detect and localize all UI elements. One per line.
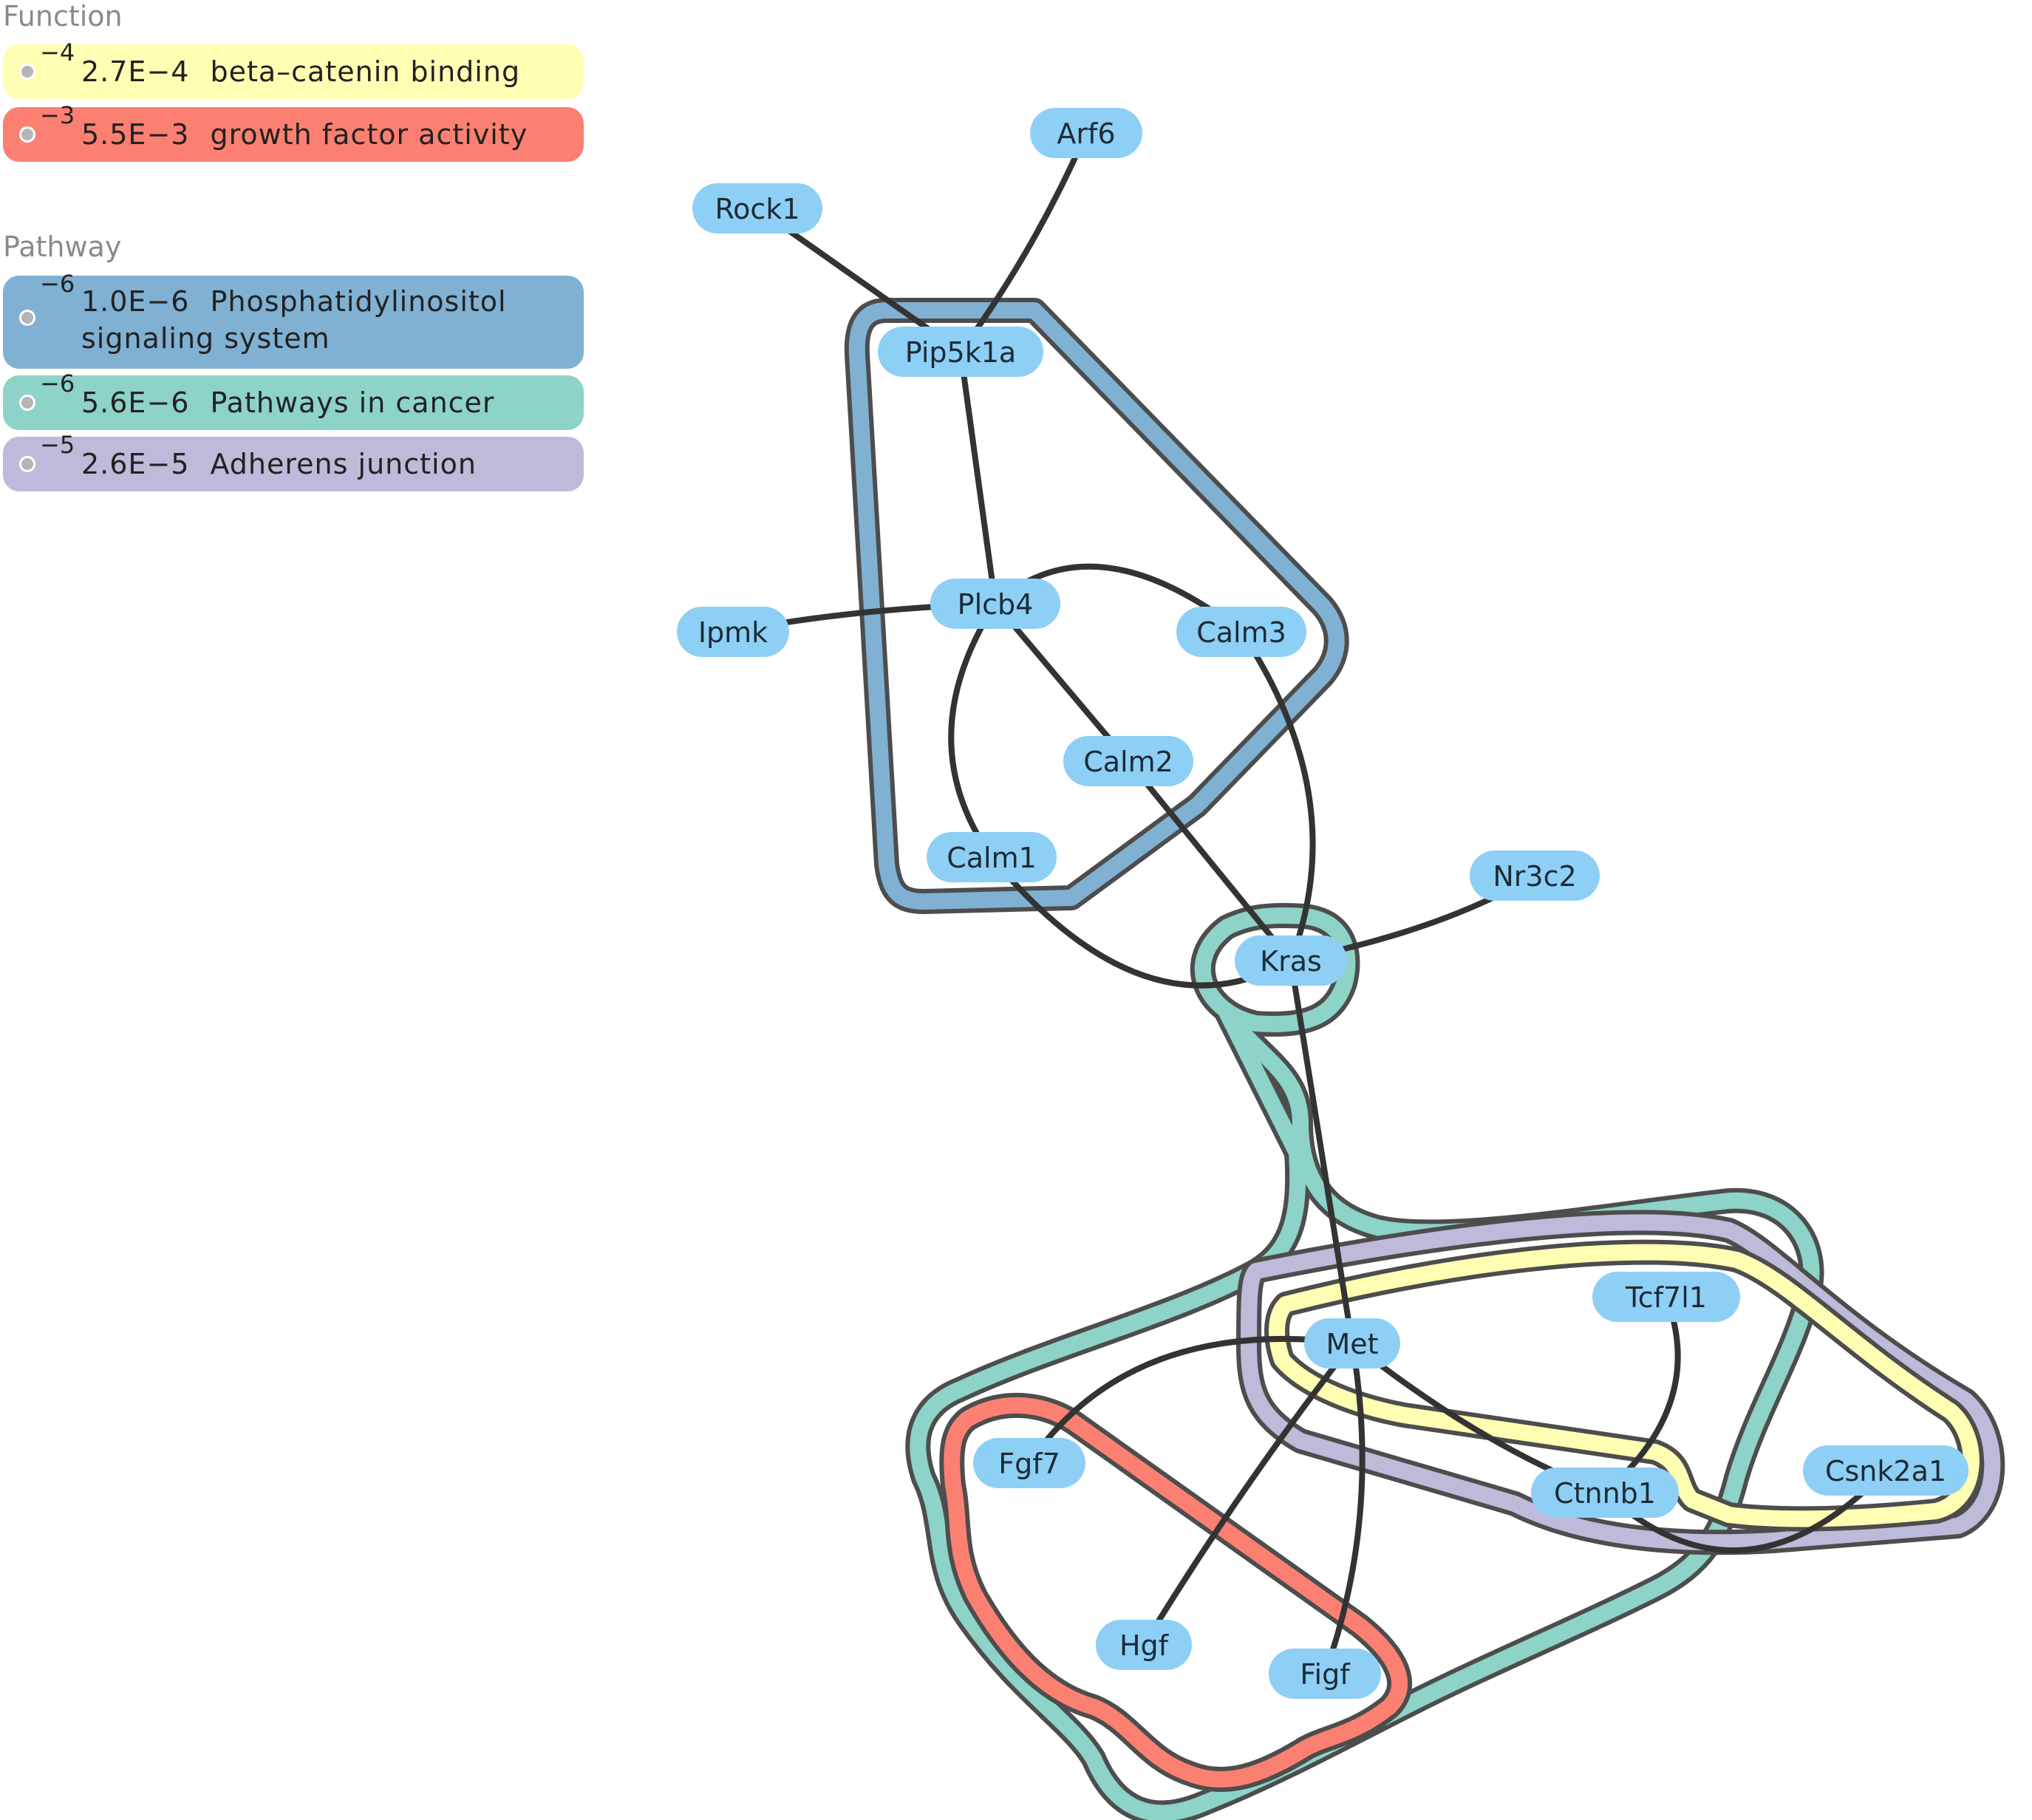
node-label: Nr3c2 (1493, 860, 1576, 893)
legend-item-beta-catenin-binding[interactable]: −4 2.7E−4 beta–catenin binding (3, 38, 584, 99)
node-met[interactable]: Met (1304, 1318, 1400, 1369)
node-label: Ipmk (698, 616, 768, 649)
edge-met-hgf (1141, 1340, 1355, 1648)
node-label: Ctnnb1 (1554, 1477, 1656, 1510)
legend-exponent: −5 (40, 431, 75, 459)
node-label: Tcf7l1 (1625, 1281, 1707, 1314)
node-pill (973, 1438, 1085, 1488)
pathway-title: Pathway (3, 231, 122, 263)
hull-beta-catenin-binding (1264, 1239, 1984, 1532)
node-pill (1269, 1649, 1381, 1699)
edge-plcb4-calm2 (992, 601, 1131, 764)
node-pill (1030, 108, 1142, 158)
node-pill (878, 327, 1043, 377)
legend-pvalue: 1.0E−6 (81, 285, 190, 318)
node-arf6[interactable]: Arf6 (1030, 108, 1142, 158)
hull-phosphatidylinositol (844, 298, 1349, 914)
node-pill (1096, 1620, 1192, 1670)
node-label: Fgf7 (998, 1448, 1060, 1480)
legend-item-adherens-junction[interactable]: −5 2.6E−5 Adherens junction (3, 431, 584, 491)
legend-dot-icon (19, 126, 35, 143)
legend-exponent: −6 (40, 270, 75, 298)
node-fgf7[interactable]: Fgf7 (973, 1438, 1085, 1488)
node-figf[interactable]: Figf (1269, 1649, 1381, 1699)
node-label: Arf6 (1057, 117, 1115, 150)
node-label: Kras (1260, 945, 1322, 978)
legend-exponent: −3 (40, 101, 75, 129)
hull-layer (844, 298, 2005, 1820)
node-calm1[interactable]: Calm1 (927, 832, 1057, 882)
node-nr3c2[interactable]: Nr3c2 (1470, 851, 1600, 901)
legend-exponent: −4 (40, 38, 75, 67)
edge-calm3-kras (1238, 629, 1316, 964)
node-tcf7l1[interactable]: Tcf7l1 (1592, 1272, 1740, 1322)
node-pip5k1a[interactable]: Pip5k1a (878, 327, 1043, 377)
node-pill (1470, 851, 1600, 901)
node-csnk2a1[interactable]: Csnk2a1 (1803, 1445, 1968, 1496)
node-pill (930, 579, 1060, 629)
hull-adherens-junction (1236, 1210, 2005, 1555)
node-label: Met (1326, 1328, 1378, 1360)
legend-pvalue: 2.7E−4 (81, 55, 190, 88)
function-title: Function (3, 0, 123, 33)
legend-pvalue: 5.6E−6 (81, 386, 190, 419)
node-pill (692, 183, 822, 234)
legend-label: Adherens junction (210, 448, 477, 480)
legend-dot-icon (19, 395, 35, 411)
edge-kras-met (1288, 958, 1355, 1346)
node-pill (1531, 1468, 1679, 1518)
legend-dot-icon (19, 456, 35, 472)
node-layer: Arf6 Rock1 Pip5k1a Plcb4 Ipmk Calm3 Calm2 Calm1… (677, 108, 1968, 1699)
node-label: Calm2 (1083, 746, 1173, 778)
node-pill (1304, 1318, 1400, 1369)
edge-met-fgf7 (1026, 1335, 1355, 1466)
edge-pip5k1a-plcb4 (958, 349, 998, 607)
legend-dot-icon (19, 64, 35, 80)
legend-label: growth factor activity (210, 118, 528, 151)
legend-pvalue: 5.5E−3 (81, 118, 190, 151)
node-kras[interactable]: Kras (1235, 935, 1347, 986)
node-label: Pip5k1a (905, 336, 1016, 369)
node-hgf[interactable]: Hgf (1096, 1620, 1192, 1670)
legend-item-phosphatidylinositol[interactable]: −6 1.0E−6 Phosphatidylinositol signaling … (3, 270, 584, 369)
legend-label: Phosphatidylinositol signaling system (81, 285, 507, 355)
node-calm2[interactable]: Calm2 (1063, 736, 1193, 786)
legend-item-growth-factor-activity[interactable]: −3 5.5E−3 growth factor activity (3, 101, 584, 162)
node-label: Rock1 (715, 193, 799, 225)
node-pill (1592, 1272, 1740, 1322)
edge-calm2-kras (1125, 758, 1294, 964)
node-label: Plcb4 (958, 588, 1034, 621)
node-pill (1063, 736, 1193, 786)
hull-growth-factor-activity (939, 1392, 1413, 1792)
node-pill (677, 607, 789, 657)
node-pill (1235, 935, 1347, 986)
node-label: Hgf (1119, 1629, 1170, 1662)
edge-met-figf (1322, 1340, 1366, 1677)
node-pill (927, 832, 1057, 882)
legend-label: Pathways in cancer (210, 386, 495, 419)
node-label: Calm3 (1196, 616, 1286, 649)
legend-label: beta–catenin binding (210, 55, 521, 88)
legend-pvalue: 2.6E−5 (81, 448, 190, 480)
node-rock1[interactable]: Rock1 (692, 183, 822, 234)
node-plcb4[interactable]: Plcb4 (930, 579, 1060, 629)
node-label: Csnk2a1 (1825, 1455, 1946, 1487)
legend-dot-icon (19, 310, 35, 326)
edge-ctnnb1-csnk2a1 (1602, 1468, 1889, 1554)
node-label: Figf (1300, 1658, 1351, 1691)
legend-item-pathways-in-cancer[interactable]: −6 5.6E−6 Pathways in cancer (3, 369, 584, 430)
node-pill (1176, 607, 1306, 657)
node-label: Calm1 (947, 842, 1037, 874)
legend-exponent: −6 (40, 369, 75, 398)
node-pill (1803, 1445, 1968, 1496)
node-ipmk[interactable]: Ipmk (677, 607, 789, 657)
node-calm3[interactable]: Calm3 (1176, 607, 1306, 657)
edge-arf6-pip5k1a (958, 130, 1089, 355)
node-ctnnb1[interactable]: Ctnnb1 (1531, 1468, 1679, 1518)
edge-plcb4-calm1 (948, 601, 998, 860)
